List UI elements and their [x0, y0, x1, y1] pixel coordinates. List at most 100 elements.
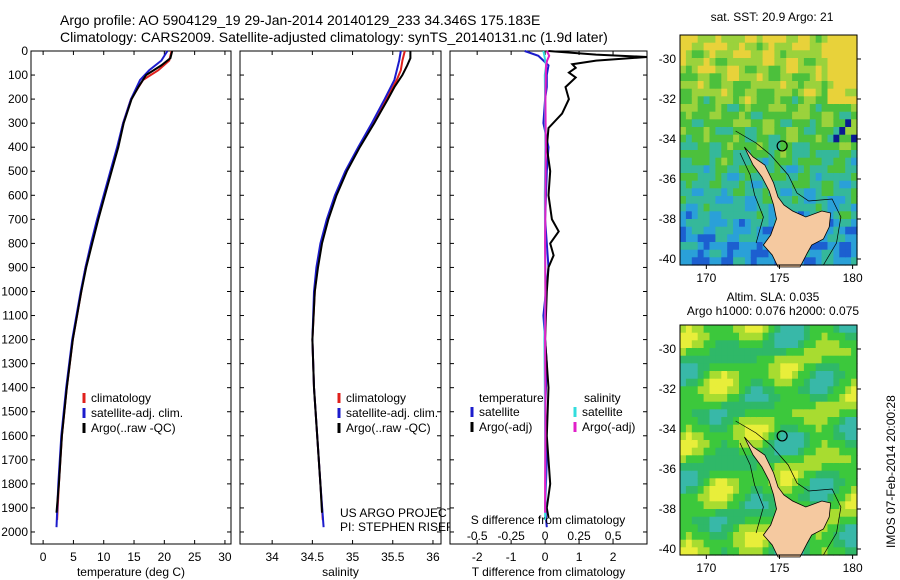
map-1-xtick-label: 180 [843, 271, 863, 285]
map-2-ytick-label: -40 [659, 542, 677, 556]
depth-tick-label: 100 [8, 68, 28, 82]
panel-3-xlabel: T difference from climatology [472, 565, 626, 579]
map-1-title: sat. SST: 20.9 Argo: 21 [711, 10, 834, 24]
panel-3-xtick-label: -2 [472, 550, 483, 564]
map-2-contour [735, 420, 842, 556]
map-1-ytick-label: -32 [659, 92, 677, 106]
panel-2-legend-label: satellite-adj. clim. [346, 406, 438, 420]
map-2-ytick-label: -30 [659, 342, 677, 356]
map-1 [679, 34, 861, 269]
panel-3-xtick-label: 2 [610, 550, 617, 564]
panel-1-series-2 [55, 50, 174, 513]
map-2-xtick-label: 170 [696, 561, 716, 575]
depth-tick-label: 400 [8, 140, 28, 154]
panel-2-legend-label: Argo(..raw -QC) [346, 421, 431, 435]
depth-tick-label: 300 [8, 116, 28, 130]
panel-2-legend-label: climatology [346, 391, 406, 405]
depth-tick-label: 1600 [1, 429, 28, 443]
panel-3-x2tick-label: -0.25 [497, 529, 525, 543]
map-1-field [680, 35, 858, 266]
panel-3-xtick-label: 1 [576, 550, 583, 564]
map-2-ytick-label: -36 [659, 462, 677, 476]
panel-3-xtick-label: -1 [506, 550, 517, 564]
map-2 [679, 324, 861, 559]
depth-tick-label: 200 [8, 92, 28, 106]
depth-tick-label: 700 [8, 212, 28, 226]
map-1-frame [679, 34, 858, 266]
map-2-xtick-label: 175 [769, 561, 789, 575]
panel-2-xlabel: salinity [322, 565, 359, 579]
panel-1-legend-label: satellite-adj. clim. [91, 406, 183, 420]
panel-1-xtick-label: 5 [70, 550, 77, 564]
panel-2-series-2 [311, 51, 412, 513]
map-1-xtick-label: 170 [696, 271, 716, 285]
panel-3-x2tick-label: 0 [542, 529, 549, 543]
depth-tick-label: 1100 [2, 309, 28, 323]
map-2-contour-west [739, 442, 764, 534]
map-1-contour [735, 130, 842, 266]
panel-2-xtick-label: 35 [346, 550, 360, 564]
depth-tick-label: 2000 [1, 525, 28, 539]
depth-tick-label: 1800 [1, 477, 28, 491]
panel-3-x2tick-label: 0.25 [567, 529, 591, 543]
depth-tick-label: 1700 [1, 453, 28, 467]
map-2-argo-marker [776, 430, 788, 442]
map-1-ytick-label: -36 [659, 172, 677, 186]
map-2-ytick-label: -32 [659, 382, 677, 396]
depth-tick-label: 1500 [1, 405, 28, 419]
depth-tick-label: 0 [21, 44, 28, 58]
map-2-xtick-label: 180 [843, 561, 863, 575]
map-2-subtitle: Argo h1000: 0.076 h2000: 0.075 [687, 304, 859, 318]
map-1-ytick-label: -38 [659, 212, 677, 226]
panel-3-series-1 [544, 50, 648, 518]
panel-3-xtick-label: 0 [542, 550, 549, 564]
panel-1-xtick-label: 20 [158, 550, 172, 564]
panel-3-temp-legend-label: satellite [479, 405, 520, 419]
panel-3-legend-sal-title: salinity [584, 391, 621, 405]
panel-2-xtick-label: 34.5 [301, 550, 325, 564]
panel-1-xtick-label: 0 [40, 550, 47, 564]
panel-1-xtick-label: 15 [127, 550, 141, 564]
map-2-field [680, 325, 858, 556]
depth-tick-label: 800 [8, 236, 28, 250]
panel-3-sal-legend-label: Argo(-adj) [582, 420, 635, 434]
profile-title: Argo profile: AO 5904129_19 29-Jan-2014 … [60, 12, 541, 28]
map-2-title: Altim. SLA: 0.035 [727, 290, 820, 304]
map-2-ytick-label: -34 [659, 422, 677, 436]
depth-tick-label: 600 [8, 188, 28, 202]
panel-1-frame [30, 50, 232, 545]
depth-tick-label: 1200 [1, 333, 28, 347]
panel-2-xtick-label: 35.5 [381, 550, 405, 564]
map-1-ytick-label: -40 [659, 252, 677, 266]
pi-label: PI: STEPHEN RISER [340, 520, 455, 534]
panel-1-xtick-label: 10 [97, 550, 111, 564]
panel-2-xtick-label: 34 [265, 550, 279, 564]
map-2-frame [679, 324, 858, 556]
panel-3-series-3 [544, 50, 551, 513]
panel-3-x2tick-label: -0.5 [467, 529, 488, 543]
map-2-land [744, 436, 832, 558]
depth-tick-label: 1300 [1, 357, 28, 371]
map-2-ytick-label: -38 [659, 502, 677, 516]
panel-3-sal-legend-label: satellite [582, 405, 623, 419]
depth-tick-label: 1900 [1, 501, 28, 515]
panel-2-xtick-label: 36 [426, 550, 440, 564]
panel-3-xlabel-top: S difference from climatology [471, 513, 626, 527]
panel-1-xtick-label: 25 [188, 550, 202, 564]
map-1-land [744, 146, 832, 268]
map-1-ytick-label: -30 [659, 52, 677, 66]
depth-tick-label: 900 [8, 260, 28, 274]
panel-1-legend-label: Argo(..raw -QC) [91, 421, 176, 435]
depth-tick-label: 1400 [1, 381, 28, 395]
panel-1-xlabel: temperature (deg C) [77, 565, 185, 579]
depth-tick-label: 500 [8, 164, 28, 178]
depth-tick-label: 1000 [1, 284, 28, 298]
panel-3-temp-legend-label: Argo(-adj) [479, 420, 532, 434]
project-label: US ARGO PROJECT [340, 506, 455, 520]
panel-3-legend-temp-title: temperature [479, 391, 544, 405]
panel-1-legend-label: climatology [91, 391, 151, 405]
map-1-contour-west [739, 152, 764, 244]
climatology-subtitle: Climatology: CARS2009. Satellite-adjuste… [60, 29, 608, 45]
map-1-ytick-label: -34 [659, 132, 677, 146]
